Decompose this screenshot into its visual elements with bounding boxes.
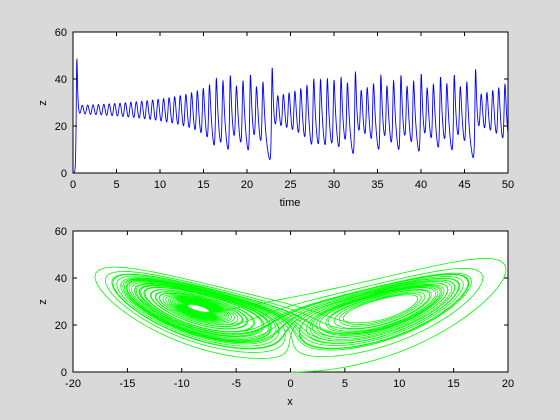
axes-time-series-plot-area	[72, 31, 509, 174]
x-tick-label: 15	[448, 378, 460, 390]
x-tick-label: -10	[174, 378, 190, 390]
y-tick-label: 40	[55, 273, 67, 285]
x-tick-label: 5	[113, 179, 119, 191]
axes-time-series-ticks: 0 5 10 15 20 25 30 35 40 45 50 0 20 40 60	[55, 27, 514, 191]
axes-phase-portrait-plot-area	[72, 230, 509, 373]
y-tick-label: 20	[55, 320, 67, 332]
x-tick-label: 5	[342, 378, 348, 390]
y-tick-label: 60	[55, 226, 67, 238]
axes-time-series-xlabel: time	[280, 197, 301, 209]
x-tick-label: 45	[458, 179, 470, 191]
x-tick-label: 30	[328, 179, 340, 191]
y-tick-label: 0	[61, 367, 67, 379]
x-tick-label: 25	[284, 179, 296, 191]
x-tick-label: 20	[502, 378, 514, 390]
axes-phase-portrait-ylabel: z	[37, 299, 49, 305]
x-tick-label: -20	[65, 378, 81, 390]
z-time-series-line	[73, 57, 509, 174]
x-tick-label: -5	[231, 378, 241, 390]
xz-attractor-line	[94, 258, 507, 373]
x-tick-label: 10	[393, 378, 405, 390]
x-tick-label: 0	[70, 179, 76, 191]
axes-time-series-ylabel: z	[37, 100, 49, 106]
x-tick-label: 0	[287, 378, 293, 390]
y-tick-label: 0	[61, 168, 67, 180]
y-tick-label: 40	[55, 74, 67, 86]
x-tick-label: 40	[415, 179, 427, 191]
x-tick-label: -15	[119, 378, 135, 390]
axes-time-series: 0 5 10 15 20 25 30 35 40 45 50 0 20 40 60 time z	[37, 27, 514, 209]
x-tick-label: 35	[371, 179, 383, 191]
y-tick-label: 60	[55, 27, 67, 39]
x-tick-label: 15	[197, 179, 209, 191]
x-tick-label: 20	[241, 179, 253, 191]
axes-phase-portrait: -20 -15 -10 -5 0 5 10 15 20 0 20 40 60 x z	[37, 226, 514, 408]
x-tick-label: 50	[502, 179, 514, 191]
axes-phase-portrait-xlabel: x	[287, 396, 293, 408]
y-tick-label: 20	[55, 121, 67, 133]
x-tick-label: 10	[154, 179, 166, 191]
axes-phase-portrait-ticks: -20 -15 -10 -5 0 5 10 15 20 0 20 40 60	[55, 226, 514, 390]
